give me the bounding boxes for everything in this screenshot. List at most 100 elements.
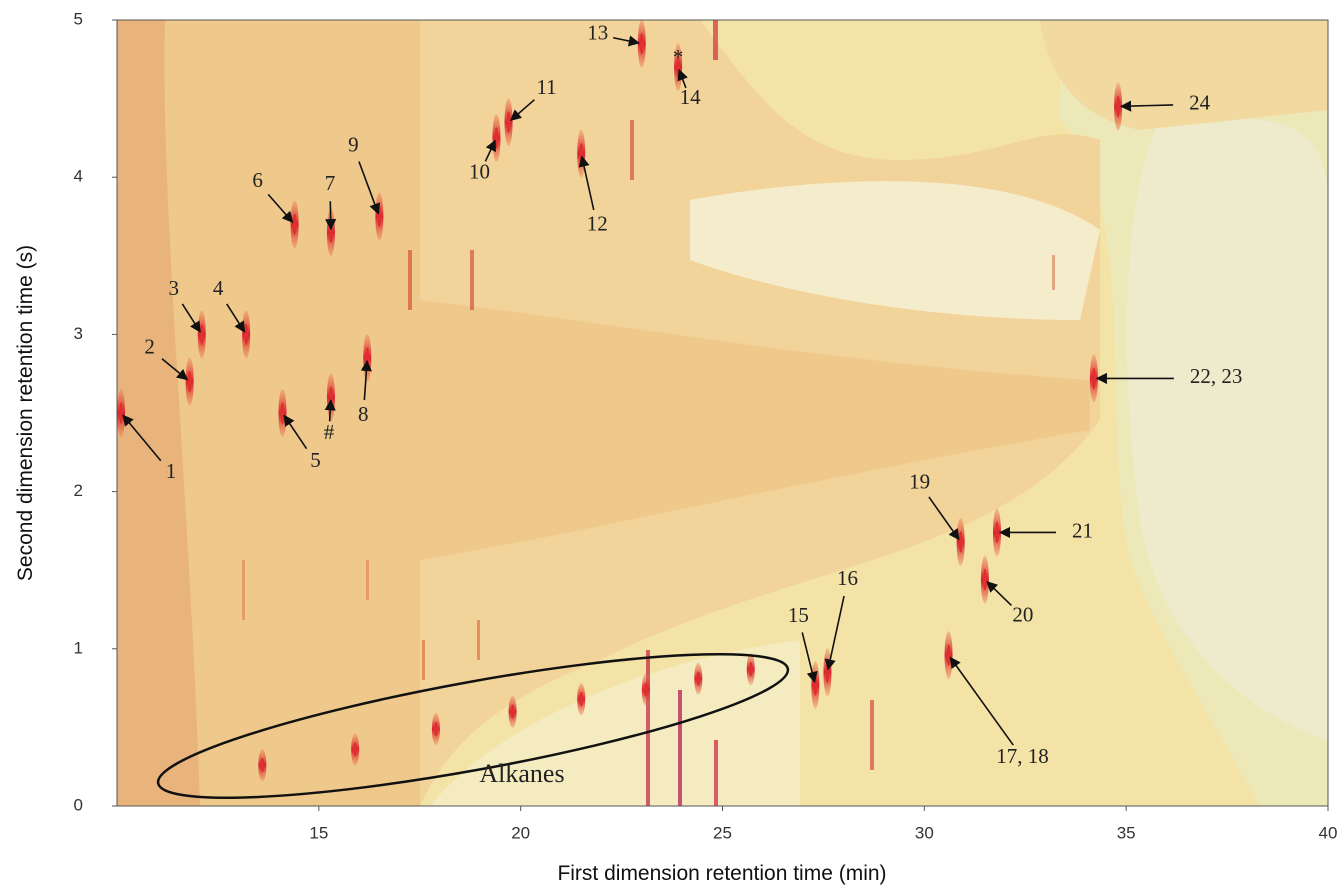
- annotation-arrow: [325, 201, 337, 231]
- annotation-arrow: [824, 595, 845, 671]
- peak-label: 19: [909, 470, 930, 494]
- peak-label: 7: [325, 171, 336, 195]
- peak-label: #: [324, 420, 335, 444]
- annotation-arrow: [283, 414, 308, 450]
- peak-core: [982, 568, 987, 591]
- peak-core: [244, 323, 249, 346]
- peak-core: [292, 213, 297, 236]
- annotation-arrow: [801, 632, 818, 684]
- peak-label: 1: [166, 459, 177, 483]
- peak-core: [748, 662, 753, 677]
- peak-core: [958, 531, 963, 553]
- annotation-arrow: [928, 496, 960, 541]
- zone: [117, 20, 420, 806]
- zone: [690, 181, 1100, 320]
- marks: [117, 19, 1123, 782]
- streak: [714, 740, 718, 806]
- annotation-arrow: [161, 358, 189, 381]
- zone: [1126, 118, 1328, 740]
- y-tick-label: 0: [74, 795, 83, 814]
- streak: [630, 120, 634, 180]
- peak-label: 20: [1012, 602, 1033, 626]
- streak: [422, 640, 425, 680]
- annotation: *: [673, 45, 684, 69]
- peak-label: 24: [1189, 90, 1211, 114]
- annotation-arrow: [986, 580, 1012, 607]
- x-tick-label: 35: [1117, 823, 1136, 842]
- background-streaks: [242, 20, 1055, 806]
- y-axis-title: Second dimension retention time (s): [14, 245, 37, 581]
- peak-core: [260, 757, 265, 773]
- peak-label: 21: [1072, 518, 1093, 542]
- x-axis-title: First dimension retention time (min): [557, 862, 886, 885]
- annotation-arrow: [484, 139, 496, 162]
- contour-background: [117, 20, 1328, 806]
- peak-label: 17, 18: [996, 744, 1049, 768]
- peak-core: [579, 691, 584, 707]
- annotation-arrow: [358, 161, 381, 215]
- streak: [646, 650, 650, 806]
- peak-label: 9: [348, 132, 359, 156]
- peak-label: 12: [587, 211, 608, 235]
- peak-core: [994, 521, 999, 544]
- peak-label: 4: [213, 276, 224, 300]
- zone: [1040, 20, 1328, 130]
- peak-label: 8: [358, 402, 369, 426]
- annotation-arrow: [677, 68, 688, 89]
- x-tick-label: 30: [915, 823, 934, 842]
- peak-core: [353, 742, 358, 757]
- annotation-arrow: [613, 35, 640, 47]
- peak-label: 5: [310, 448, 321, 472]
- streak: [366, 560, 369, 600]
- peak-core: [433, 721, 438, 737]
- peak-label: 2: [144, 334, 155, 358]
- annotation-arrow: [949, 656, 1014, 746]
- peak-core: [119, 402, 124, 424]
- peak-label: 3: [169, 276, 180, 300]
- streak: [477, 620, 480, 660]
- peak-label: 13: [587, 20, 608, 44]
- zone: [117, 20, 200, 806]
- peak-core: [494, 127, 499, 149]
- streak: [242, 560, 245, 620]
- alkanes-label: Alkanes: [479, 759, 564, 788]
- peak-label: 14: [680, 85, 702, 109]
- streak: [870, 700, 874, 770]
- peak-core: [510, 704, 515, 719]
- annotation-arrow: [360, 359, 372, 401]
- x-tick-label: 25: [713, 823, 732, 842]
- peak-label: 16: [837, 566, 858, 590]
- peak-label: 10: [469, 160, 490, 184]
- peak-core: [696, 671, 701, 686]
- peak-label: 15: [788, 603, 809, 627]
- x-tick-label: 15: [309, 823, 328, 842]
- y-tick-label: 2: [74, 481, 83, 500]
- peak-core: [280, 402, 285, 424]
- annotation-arrow: [1119, 100, 1174, 112]
- peak-core: [946, 644, 951, 666]
- annotation-arrow: [226, 303, 246, 333]
- peak-label: 11: [536, 75, 556, 99]
- peak-core: [1116, 95, 1121, 118]
- peak-core: [187, 370, 192, 393]
- x-tick-label: 40: [1319, 823, 1337, 842]
- y-tick-label: 5: [74, 9, 83, 28]
- streak: [713, 20, 718, 60]
- annotation-arrow: [324, 399, 336, 422]
- x-tick-label: 20: [511, 823, 530, 842]
- peak-core: [1091, 367, 1096, 390]
- streak: [408, 250, 412, 310]
- annotation-arrow: [267, 193, 294, 223]
- y-tick-label: 3: [74, 324, 83, 343]
- annotation-arrow: [181, 303, 201, 333]
- annotation-arrow: [578, 155, 595, 211]
- streak: [1052, 255, 1055, 290]
- peak-label: 22, 23: [1190, 364, 1243, 388]
- peak-core: [643, 682, 648, 697]
- annotation-arrow: [122, 414, 162, 462]
- streak: [678, 690, 682, 806]
- peak-core: [199, 323, 204, 346]
- streak: [470, 250, 474, 310]
